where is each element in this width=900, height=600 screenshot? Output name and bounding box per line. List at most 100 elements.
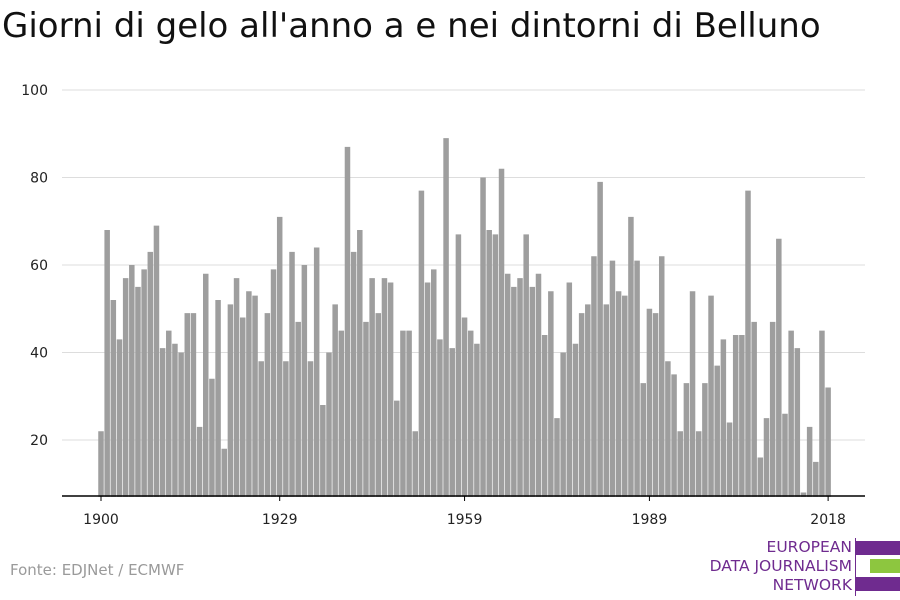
bar-1932 — [295, 321, 301, 497]
bar-2006 — [751, 321, 757, 497]
bar-1966 — [504, 273, 511, 497]
bar-1945 — [375, 313, 382, 497]
bar-1985 — [622, 295, 628, 497]
source-credit: Fonte: EDJNet / ECMWF — [10, 561, 185, 579]
edjnet-logo[interactable]: EUROPEAN DATA JOURNALISM NETWORK — [700, 538, 900, 596]
bar-1977 — [572, 343, 579, 497]
bar-2008 — [763, 418, 770, 497]
bar-1923 — [239, 317, 246, 497]
x-tick-label: 1929 — [262, 512, 298, 528]
bar-1958 — [455, 234, 462, 497]
bar-2009 — [769, 321, 776, 497]
bar-1915 — [190, 313, 197, 497]
bar-1919 — [215, 300, 221, 497]
bar-1995 — [683, 383, 690, 497]
bar-1910 — [159, 348, 166, 497]
bar-1934 — [307, 361, 314, 497]
bar-1969 — [523, 234, 529, 497]
logo-bar-bottom — [856, 577, 900, 591]
bar-1997 — [695, 431, 702, 497]
chart-title: Giorni di gelo all'anno a e nei dintorni… — [2, 6, 821, 46]
bar-1937 — [326, 352, 332, 497]
bar-1987 — [634, 260, 640, 497]
bar-1918 — [209, 378, 215, 497]
x-tick-label: 1989 — [632, 512, 668, 528]
logo-bar-top — [856, 541, 900, 555]
bar-1931 — [289, 251, 295, 497]
bar-1924 — [246, 291, 252, 497]
bar-1914 — [184, 313, 191, 497]
bar-2012 — [788, 330, 794, 497]
bar-1950 — [406, 330, 412, 497]
logo-divider — [855, 538, 856, 596]
bar-1921 — [227, 304, 234, 497]
y-tick-label: 40 — [30, 346, 48, 362]
bar-1962 — [480, 177, 486, 497]
x-tick-label: 1959 — [447, 512, 483, 528]
bar-1925 — [252, 295, 258, 497]
bar-1967 — [511, 286, 517, 497]
bar-1965 — [498, 168, 505, 497]
bar-1933 — [301, 265, 308, 497]
bar-2018 — [825, 387, 831, 497]
bar-1991 — [658, 256, 665, 497]
bar-1957 — [449, 348, 455, 497]
y-tick-label: 100 — [21, 83, 48, 99]
bar-1908 — [147, 251, 154, 497]
bar-1953 — [424, 282, 431, 497]
bar-1905 — [129, 265, 135, 497]
x-tick-label: 1900 — [83, 512, 119, 528]
bar-1941 — [350, 251, 357, 497]
bar-1912 — [172, 343, 178, 497]
bar-2000 — [714, 365, 720, 497]
bar-1916 — [196, 426, 203, 497]
logo-bar-middle — [870, 559, 900, 573]
bars — [98, 138, 831, 497]
bar-1983 — [609, 260, 616, 497]
bar-1993 — [671, 374, 677, 497]
bar-1992 — [665, 361, 671, 497]
bar-1900 — [98, 431, 104, 497]
bar-2001 — [720, 339, 727, 497]
bar-1999 — [708, 295, 714, 497]
bar-1943 — [363, 321, 369, 497]
bar-1906 — [135, 286, 141, 497]
bar-1952 — [418, 190, 425, 497]
bar-1960 — [467, 330, 474, 497]
bar-1927 — [264, 313, 271, 497]
bar-1956 — [443, 138, 449, 497]
bar-2003 — [732, 335, 739, 497]
y-tick-label: 60 — [30, 258, 48, 274]
bar-1974 — [554, 418, 560, 497]
bar-1978 — [578, 313, 585, 497]
bar-1909 — [153, 225, 160, 497]
bar-1979 — [585, 304, 591, 497]
bar-1955 — [437, 339, 443, 497]
bar-1961 — [474, 343, 480, 497]
bar-1971 — [535, 273, 542, 497]
bar-1917 — [203, 273, 209, 497]
bar-1944 — [369, 278, 375, 497]
bar-1930 — [283, 361, 289, 497]
bar-2005 — [745, 190, 751, 497]
bar-2016 — [813, 461, 819, 497]
x-axis-ticks: 1900 1929 1959 1989 2018 — [83, 496, 846, 528]
bar-2017 — [819, 330, 825, 497]
bar-1980 — [591, 256, 597, 497]
bar-1903 — [116, 339, 123, 497]
bar-1946 — [381, 278, 388, 497]
bar-1976 — [566, 282, 573, 497]
bar-1984 — [615, 291, 622, 497]
bar-2013 — [794, 348, 801, 497]
bar-1981 — [597, 181, 603, 497]
bar-2010 — [776, 238, 782, 497]
bar-1949 — [400, 330, 406, 497]
bar-1942 — [357, 230, 363, 497]
bar-2004 — [739, 335, 745, 497]
bar-1990 — [652, 313, 659, 497]
bar-2014 — [800, 492, 807, 497]
bar-1929 — [276, 216, 283, 497]
bar-1964 — [492, 234, 499, 497]
bar-1998 — [702, 383, 708, 497]
